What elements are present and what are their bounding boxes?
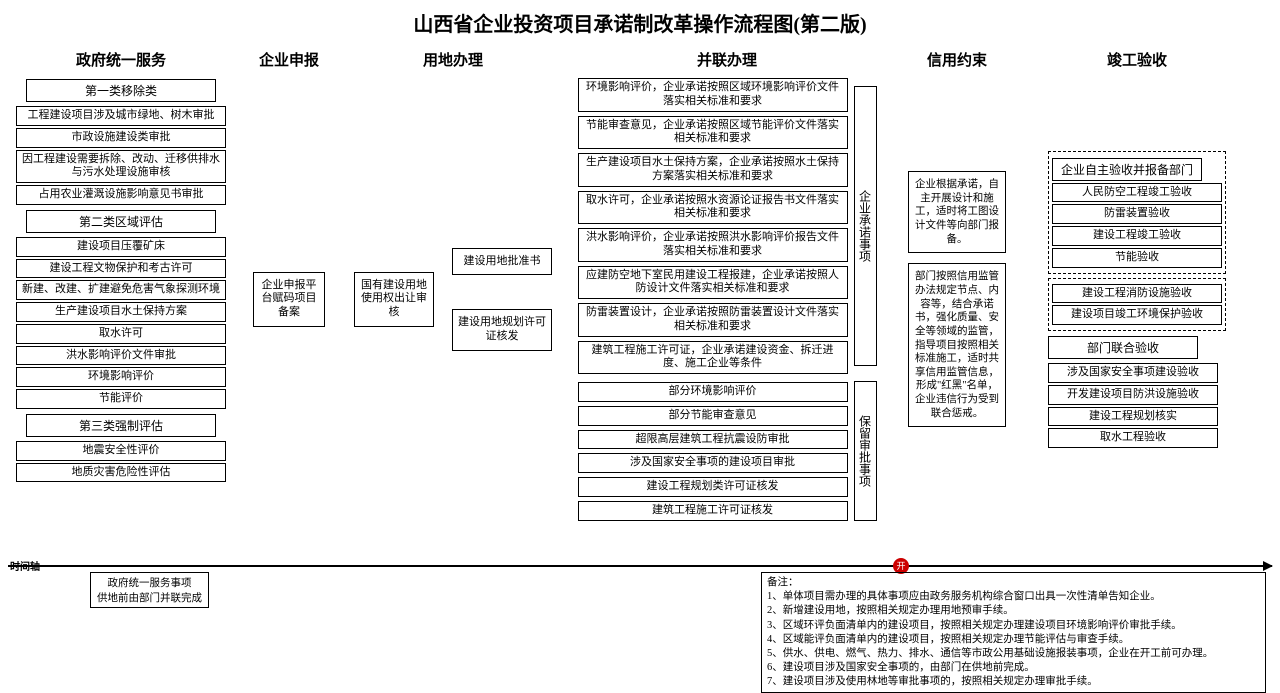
c6g-2: 建设工程规划核实 xyxy=(1048,407,1218,427)
dash-extra: 建设工程消防设施验收建设项目竣工环境保护验收 xyxy=(1048,278,1226,332)
vlabel-commit: 企业承诺事项 xyxy=(854,86,877,366)
note-5: 6、建设项目涉及国家安全事项的，由部门在供地前完成。 xyxy=(767,661,1260,675)
cat3: 第三类强制评估 xyxy=(26,414,216,437)
below-note: 政府统一服务事项 供地前由部门并联完成 xyxy=(90,572,209,608)
note-4: 5、供水、供电、燃气、热力、排水、通信等市政公用基础设施报装事项，企业在开工前可… xyxy=(767,647,1260,661)
commit-3: 取水许可，企业承诺按照水资源论证报告书文件落实相关标准和要求 xyxy=(578,191,848,225)
c1g3-1: 地质灾害危险性评估 xyxy=(16,463,226,483)
note-6: 7、建设项目涉及使用林地等审批事项的，按照相关规定办理审批手续。 xyxy=(767,675,1260,689)
retain-0: 部分环境影响评价 xyxy=(578,382,848,402)
c6d1-1: 防雷装置验收 xyxy=(1052,204,1222,224)
col1-head: 政府统一服务 xyxy=(76,49,166,70)
retain-5: 建筑工程施工许可证核发 xyxy=(578,501,848,521)
vlabel-retain: 保留审批事项 xyxy=(854,381,877,521)
c1g1-0: 工程建设项目涉及城市绿地、树木审批 xyxy=(16,106,226,126)
c1g2-7: 节能评价 xyxy=(16,389,226,409)
note-3: 4、区域能评负面清单内的建设项目，按照相关规定办理节能评估与审查手续。 xyxy=(767,633,1260,647)
retain-1: 部分节能审查意见 xyxy=(578,406,848,426)
c1g2-1: 建设工程文物保护和考古许可 xyxy=(16,259,226,279)
land-b1: 建设用地批准书 xyxy=(452,248,552,276)
col5-head: 信用约束 xyxy=(927,49,987,70)
land-a: 国有建设用地使用权出让审核 xyxy=(354,272,434,327)
col6-head: 竣工验收 xyxy=(1107,49,1167,70)
col-acceptance: 竣工验收 企业自主验收并报备部门 人民防空工程竣工验收防雷装置验收建设工程竣工验… xyxy=(1022,45,1232,523)
c6g-0: 涉及国家安全事项建设验收 xyxy=(1048,363,1218,383)
retain-3: 涉及国家安全事项的建设项目审批 xyxy=(578,453,848,473)
c1g2-3: 生产建设项目水土保持方案 xyxy=(16,302,226,322)
timeline xyxy=(8,565,1272,567)
commit-2: 生产建设项目水土保持方案，企业承诺按照水土保持方案落实相关标准和要求 xyxy=(578,153,848,187)
c1g2-0: 建设项目压覆矿床 xyxy=(16,237,226,257)
c1g1-2: 因工程建设需要拆除、改动、迁移供排水与污水处理设施审核 xyxy=(16,150,226,184)
c6g-1: 开发建设项目防洪设施验收 xyxy=(1048,385,1218,405)
notes-head: 备注： xyxy=(767,576,1260,590)
c6d1-0: 人民防空工程竣工验收 xyxy=(1052,183,1222,203)
c1g1-1: 市政设施建设类审批 xyxy=(16,128,226,148)
c6d2-0: 建设工程消防设施验收 xyxy=(1052,284,1222,304)
d1head: 企业自主验收并报备部门 xyxy=(1052,158,1202,181)
c1g2-5: 洪水影响评价文件审批 xyxy=(16,346,226,366)
report-box: 企业申报平台赋码项目备案 xyxy=(253,272,325,327)
land-b2: 建设用地规划许可证核发 xyxy=(452,309,552,351)
c6d1-2: 建设工程竣工验收 xyxy=(1052,226,1222,246)
note-1: 2、新增建设用地，按照相关规定办理用地预审手续。 xyxy=(767,604,1260,618)
col4-head: 并联办理 xyxy=(697,49,757,70)
retain-4: 建设工程规划类许可证核发 xyxy=(578,477,848,497)
columns-container: 政府统一服务 第一类移除类 工程建设项目涉及城市绿地、树木审批市政设施建设类审批… xyxy=(0,45,1280,523)
col2-head: 企业申报 xyxy=(259,49,319,70)
credit-b1: 企业根据承诺，自主开展设计和施工，适时将工图设计文件等向部门报备。 xyxy=(908,171,1006,253)
col-parallel: 并联办理 环境影响评价，企业承诺按照区域环境影响评价文件落实相关标准和要求节能审… xyxy=(562,45,892,523)
c1g1-3: 占用农业灌溉设施影响意见书审批 xyxy=(16,185,226,205)
commit-6: 防雷装置设计，企业承诺按照防雷装置设计文件落实相关标准和要求 xyxy=(578,303,848,337)
dash-self: 企业自主验收并报备部门 人民防空工程竣工验收防雷装置验收建设工程竣工验收节能验收 xyxy=(1048,151,1226,274)
col-credit: 信用约束 企业根据承诺，自主开展设计和施工，适时将工图设计文件等向部门报备。 部… xyxy=(892,45,1022,523)
c1g2-4: 取水许可 xyxy=(16,324,226,344)
c1g2-2: 新建、改建、扩建避免危害气象探测环境 xyxy=(16,280,226,300)
commit-0: 环境影响评价，企业承诺按照区域环境影响评价文件落实相关标准和要求 xyxy=(578,78,848,112)
c6g-3: 取水工程验收 xyxy=(1048,428,1218,448)
credit-b2: 部门按照信用监管办法规定节点、内容等，结合承诺书，强化质量、安全等领域的监管，指… xyxy=(908,263,1006,427)
note-0: 1、单体项目需办理的具体事项应由政务服务机构综合窗口出具一次性清单告知企业。 xyxy=(767,590,1260,604)
col3-head: 用地办理 xyxy=(423,49,483,70)
c1g3-0: 地震安全性评价 xyxy=(16,441,226,461)
c6cat: 部门联合验收 xyxy=(1048,336,1198,359)
notes-box: 备注： 1、单体项目需办理的具体事项应由政务服务机构综合窗口出具一次性清单告知企… xyxy=(761,572,1266,693)
retain-2: 超限高层建筑工程抗震设防审批 xyxy=(578,430,848,450)
col-land: 用地办理 国有建设用地使用权出让审核 建设用地批准书 建设用地规划许可证核发 xyxy=(344,45,562,523)
col-gov-service: 政府统一服务 第一类移除类 工程建设项目涉及城市绿地、树木审批市政设施建设类审批… xyxy=(8,45,234,523)
note-2: 3、区域环评负面清单内的建设项目，按照相关规定办理建设项目环境影响评价审批手续。 xyxy=(767,619,1260,633)
c1g2-6: 环境影响评价 xyxy=(16,367,226,387)
col-enterprise-report: 企业申报 企业申报平台赋码项目备案 xyxy=(234,45,344,523)
commit-7: 建筑工程施工许可证，企业承诺建设资金、拆迁进度、施工企业等条件 xyxy=(578,341,848,375)
commit-5: 应建防空地下室民用建设工程报建，企业承诺按照人防设计文件落实相关标准和要求 xyxy=(578,266,848,300)
cat1: 第一类移除类 xyxy=(26,79,216,102)
commit-4: 洪水影响评价，企业承诺按照洪水影响评价报告文件落实相关标准和要求 xyxy=(578,228,848,262)
page-title: 山西省企业投资项目承诺制改革操作流程图(第二版) xyxy=(0,0,1280,45)
cat2: 第二类区域评估 xyxy=(26,210,216,233)
c6d2-1: 建设项目竣工环境保护验收 xyxy=(1052,305,1222,325)
c6d1-3: 节能验收 xyxy=(1052,248,1222,268)
commit-1: 节能审查意见，企业承诺按照区域节能评价文件落实相关标准和要求 xyxy=(578,116,848,150)
